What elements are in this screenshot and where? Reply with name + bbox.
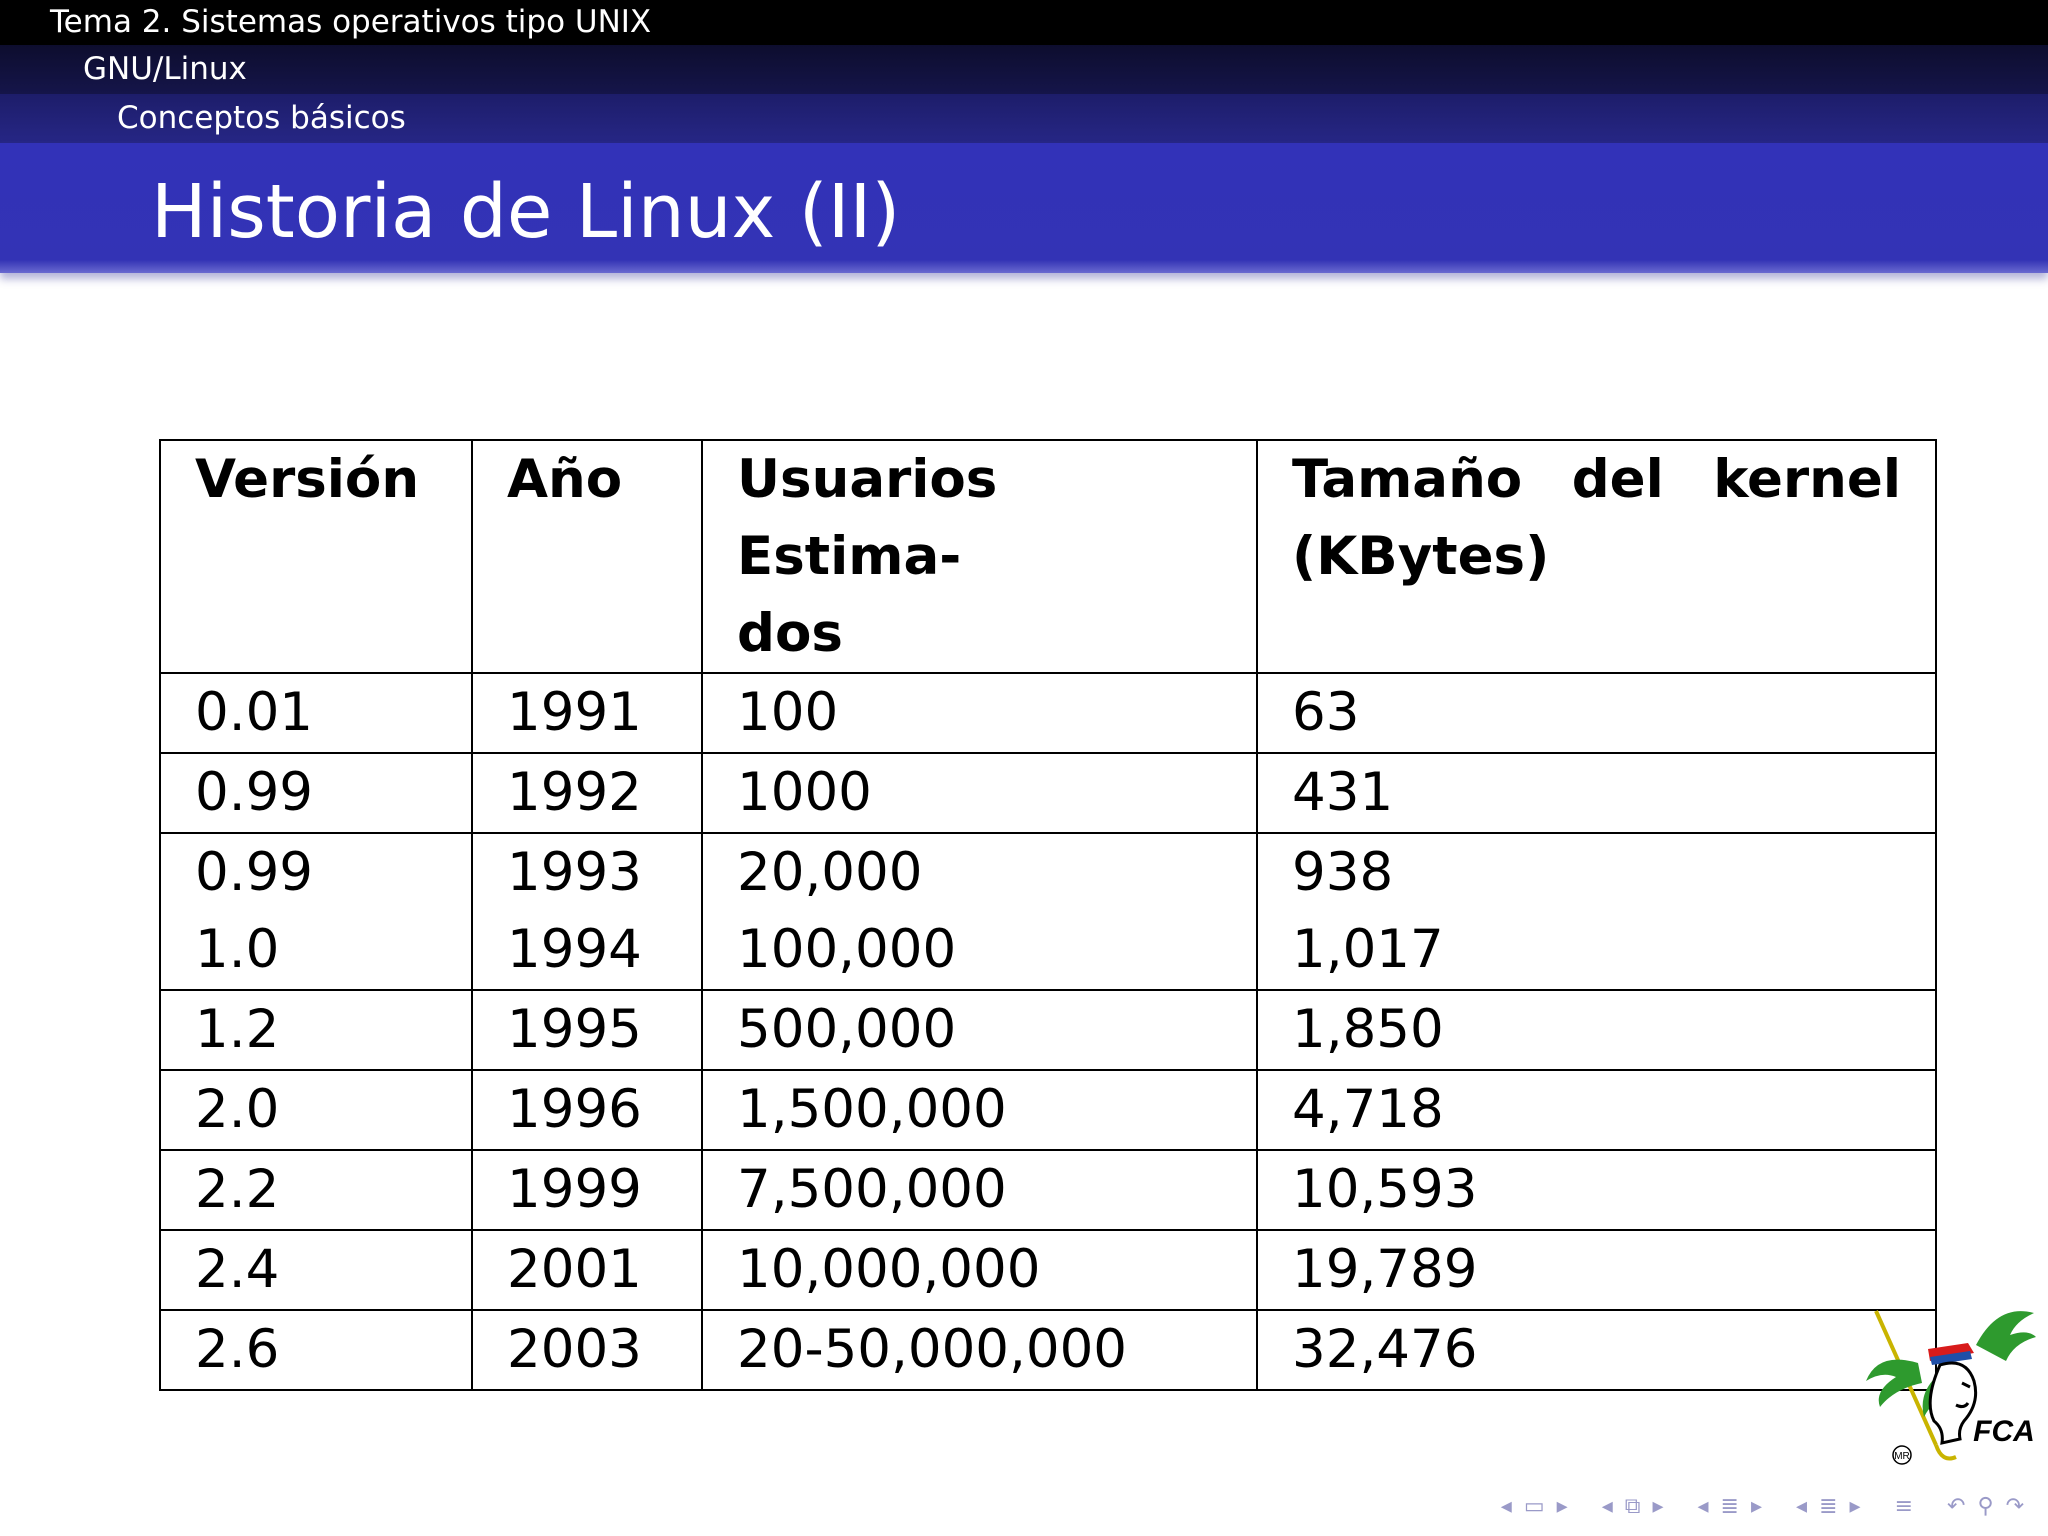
header-year: Año	[471, 439, 703, 674]
cell-size: 1,850	[1256, 989, 1937, 1071]
cell-year: 1995	[471, 989, 703, 1071]
cell-version: 1.0	[195, 919, 280, 980]
cell-version: 0.01	[159, 672, 473, 754]
table-row: 2.0 1996 1,500,000 4,718	[159, 1069, 1937, 1151]
headline-subsection[interactable]: GNU/Linux	[0, 45, 2048, 94]
cell-size: 431	[1256, 752, 1937, 834]
header-version: Versión	[159, 439, 473, 674]
table-row: 2.2 1999 7,500,000 10,593	[159, 1149, 1937, 1231]
cell-users: 1,500,000	[701, 1069, 1258, 1151]
cell-users: 500,000	[701, 989, 1258, 1071]
table-row: 2.4 2001 10,000,000 19,789	[159, 1229, 1937, 1311]
linux-history-table: Versión Año Usuarios Estima-dos Tamaño d…	[159, 439, 1937, 1391]
cell-version: 2.2	[159, 1149, 473, 1231]
cell-users: 100,000	[737, 919, 957, 980]
header-users: Usuarios Estima-dos	[701, 439, 1258, 674]
cell-year: 1993	[507, 842, 642, 903]
table-row: 0.01 1991 100 63	[159, 672, 1937, 754]
back-search-icon[interactable]: ↶	[1947, 1493, 1966, 1519]
cell-size: 4,718	[1256, 1069, 1937, 1151]
frame-icon[interactable]: ▭	[1523, 1493, 1545, 1519]
subsubsection-prev-icon[interactable]: ◂	[1796, 1493, 1808, 1519]
section-icon[interactable]: ≣	[1720, 1493, 1739, 1519]
search-icon[interactable]: ⚲	[1977, 1493, 1994, 1519]
cell-users: 100	[701, 672, 1258, 754]
forward-search-icon[interactable]: ↷	[2005, 1493, 2024, 1519]
cell-year: 1992	[471, 752, 703, 834]
nav-group-section: ◂ ≣ ▸	[1692, 1494, 1769, 1519]
cell-size: 19,789	[1256, 1229, 1937, 1311]
cell-size: 938	[1292, 842, 1394, 903]
cell-year: 1996	[471, 1069, 703, 1151]
cell-users-pair: 20,000 100,000	[701, 832, 1258, 991]
header-kernel-size: Tamaño del kernel (KBytes)	[1256, 439, 1937, 674]
subsubsection-next-icon[interactable]: ▸	[1849, 1493, 1861, 1519]
cell-version: 1.2	[159, 989, 473, 1071]
slide-title: Historia de Linux (II)	[151, 169, 901, 255]
cell-year-pair: 1993 1994	[471, 832, 703, 991]
beamer-navigation-bar: ◂ ▭ ▸ ◂ ⧉ ▸ ◂ ≣ ▸ ◂ ≣ ▸ ≡ ↶ ⚲ ↷	[1473, 1490, 2030, 1522]
nav-group-search: ↶ ⚲ ↷	[1941, 1494, 2030, 1519]
cell-version: 2.6	[159, 1309, 473, 1391]
table-row: 2.6 2003 20-50,000,000 32,476	[159, 1309, 1937, 1391]
subsection-next-icon[interactable]: ▸	[1652, 1493, 1664, 1519]
cell-users: 20,000	[737, 842, 923, 903]
cell-version: 2.4	[159, 1229, 473, 1311]
cell-size-pair: 938 1,017	[1256, 832, 1937, 991]
cell-users: 10,000,000	[701, 1229, 1258, 1311]
nav-group-align: ≡	[1889, 1494, 1919, 1519]
frame-prev-icon[interactable]: ◂	[1500, 1493, 1512, 1519]
table-header-row: Versión Año Usuarios Estima-dos Tamaño d…	[159, 439, 1937, 674]
cell-year: 2001	[471, 1229, 703, 1311]
fca-logo: MR FCA	[1866, 1310, 2036, 1465]
cell-size: 63	[1256, 672, 1937, 754]
cell-year: 2003	[471, 1309, 703, 1391]
cell-version: 0.99	[195, 842, 314, 903]
table-row-pair: 0.99 1.0 1993 1994 20,000 100,000 938 1,…	[159, 832, 1937, 991]
cell-version-pair: 0.99 1.0	[159, 832, 473, 991]
logo-text: FCA	[1973, 1415, 2035, 1448]
nav-group-frame: ◂ ▭ ▸	[1495, 1494, 1574, 1519]
headline-section[interactable]: Tema 2. Sistemas operativos tipo UNIX	[0, 0, 2048, 45]
cell-size: 32,476	[1256, 1309, 1937, 1391]
cell-version: 2.0	[159, 1069, 473, 1151]
table-row: 1.2 1995 500,000 1,850	[159, 989, 1937, 1071]
frame-title-bar: Historia de Linux (II)	[0, 143, 2048, 273]
cell-year: 1991	[471, 672, 703, 754]
align-icon[interactable]: ≡	[1894, 1493, 1913, 1519]
nav-group-subsubsection: ◂ ≣ ▸	[1790, 1494, 1867, 1519]
cell-year: 1994	[507, 919, 642, 980]
frame-next-icon[interactable]: ▸	[1556, 1493, 1568, 1519]
logo-mark: MR	[1894, 1451, 1910, 1462]
subsubsection-icon[interactable]: ≣	[1819, 1493, 1838, 1519]
table-row: 0.99 1992 1000 431	[159, 752, 1937, 834]
subsection-icon[interactable]: ⧉	[1624, 1493, 1641, 1519]
subsection-prev-icon[interactable]: ◂	[1601, 1493, 1613, 1519]
cell-size: 1,017	[1292, 919, 1444, 980]
headline-subsubsection[interactable]: Conceptos básicos	[0, 94, 2048, 143]
cell-year: 1999	[471, 1149, 703, 1231]
cell-version: 0.99	[159, 752, 473, 834]
cell-users: 1000	[701, 752, 1258, 834]
section-prev-icon[interactable]: ◂	[1697, 1493, 1709, 1519]
cell-users: 20-50,000,000	[701, 1309, 1258, 1391]
nav-group-subsection: ◂ ⧉ ▸	[1596, 1494, 1670, 1519]
cell-size: 10,593	[1256, 1149, 1937, 1231]
cell-users: 7,500,000	[701, 1149, 1258, 1231]
section-next-icon[interactable]: ▸	[1750, 1493, 1763, 1519]
